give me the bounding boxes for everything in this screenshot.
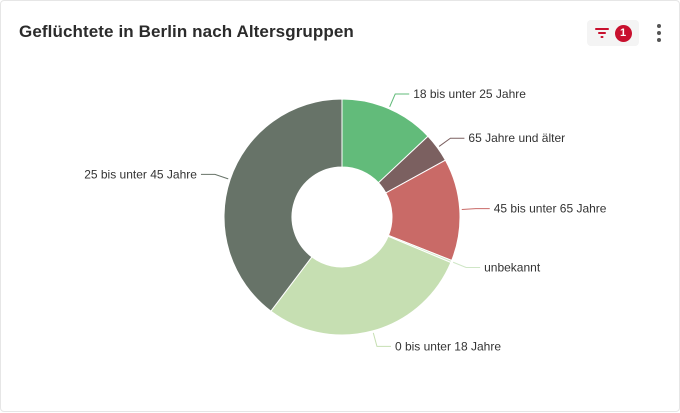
slice-label-0-bis-unter-18-jahre: 0 bis unter 18 Jahre <box>395 339 501 353</box>
more-options-button[interactable] <box>652 21 666 45</box>
slice-25-bis-unter-45-jahre[interactable] <box>223 98 343 312</box>
leader-line-0-bis-unter-18-jahre <box>372 332 391 347</box>
slice-label-65-jahre-und-lter: 65 Jahre und älter <box>468 131 565 145</box>
more-vertical-icon-dot <box>657 31 661 35</box>
slice-label-unbekannt: unbekannt <box>484 261 541 275</box>
more-vertical-icon-dot <box>657 38 661 42</box>
slice-label-45-bis-unter-65-jahre: 45 bis unter 65 Jahre <box>494 202 607 216</box>
slice-label-18-bis-unter-25-jahre: 18 bis unter 25 Jahre <box>413 87 526 101</box>
filter-count-badge: 1 <box>614 24 632 42</box>
card-header: Geflüchtete in Berlin nach Altersgruppen… <box>1 1 679 65</box>
leader-line-unbekannt <box>452 261 481 269</box>
filter-button[interactable]: 1 <box>587 20 639 46</box>
chart-title: Geflüchtete in Berlin nach Altersgruppen <box>19 22 354 41</box>
donut-slices <box>223 98 461 336</box>
slice-label-25-bis-unter-45-jahre: 25 bis unter 45 Jahre <box>84 167 197 181</box>
leader-line-45-bis-unter-65-jahre <box>461 208 490 210</box>
slice-0-bis-unter-18-jahre[interactable] <box>270 235 452 336</box>
slice-labels: 18 bis unter 25 Jahre 65 Jahre und älter 4… <box>84 87 607 353</box>
more-vertical-icon-dot <box>657 24 661 28</box>
leader-line-18-bis-unter-25-jahre <box>389 93 410 108</box>
leader-line-65-jahre-und-lter <box>438 137 465 147</box>
filter-icon <box>594 28 609 38</box>
leader-line-25-bis-unter-45-jahre <box>200 173 229 180</box>
